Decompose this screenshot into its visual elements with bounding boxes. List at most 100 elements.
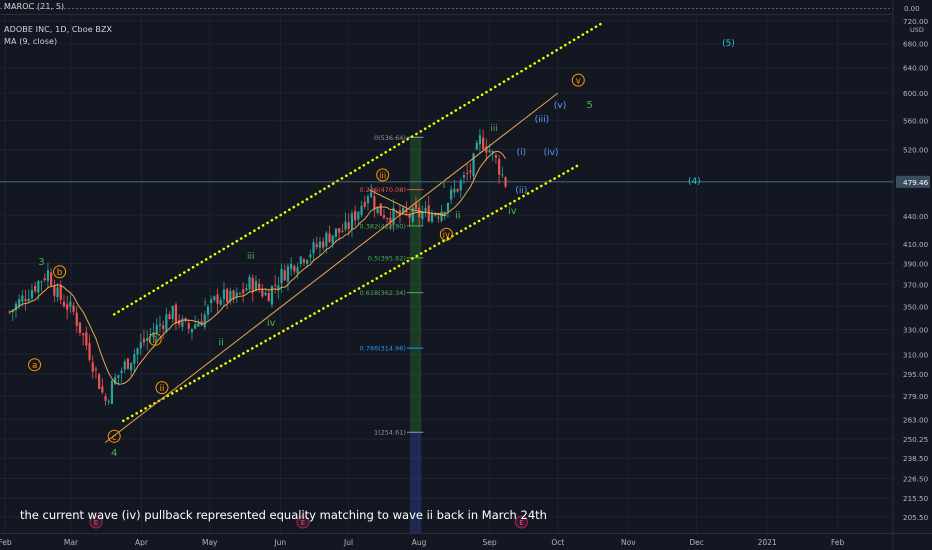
candle-body [414, 203, 418, 210]
candle-body [344, 221, 347, 230]
candle-body [341, 231, 344, 233]
candle-body [210, 299, 213, 304]
candle-body [139, 342, 142, 349]
fib-label: 0.236(470.08) [360, 186, 406, 194]
candle-body [18, 299, 21, 308]
candle-body [238, 292, 242, 294]
earnings-label: E [519, 519, 523, 527]
fib-label: 0.786(314.96) [360, 345, 406, 353]
candle-body [277, 285, 280, 289]
candle-body [360, 205, 363, 216]
candle-body [379, 203, 382, 216]
candle-body [331, 235, 334, 244]
candle-body [30, 289, 34, 299]
wave-label: 5 [586, 100, 592, 111]
candle-body [40, 281, 43, 283]
annotation-text: the current wave (iv) pullback represent… [20, 508, 547, 522]
fib-band [409, 137, 422, 433]
wave-label: c [112, 433, 117, 443]
price-tick: 600.00 [903, 89, 929, 98]
candle-body [350, 213, 354, 230]
candle-body [280, 269, 283, 284]
candle-body [130, 362, 133, 371]
candle-body [222, 289, 226, 299]
candle-body [318, 241, 322, 248]
wave-label: ii [160, 384, 165, 394]
candle-body [85, 332, 88, 346]
candle-body [37, 281, 40, 293]
candle-body [190, 328, 194, 333]
wave-label-circle [107, 429, 121, 443]
wave-label: i [204, 297, 207, 308]
candle-body [91, 362, 94, 372]
price-tick: 279.00 [903, 392, 929, 401]
candle-body [334, 228, 338, 237]
candle-body [162, 325, 165, 329]
candle-body [171, 305, 174, 319]
candle-body [69, 301, 72, 307]
wave-label: b [57, 268, 62, 278]
candle-body [312, 242, 315, 254]
candle-body [274, 284, 277, 286]
candle-body [59, 284, 62, 300]
candle-body [110, 380, 114, 405]
candle-body [75, 312, 78, 326]
price-tick: 680.00 [903, 40, 929, 49]
time-tick: Oct [551, 538, 564, 547]
candle-body [338, 228, 341, 233]
candle-body [126, 358, 130, 369]
candle-body [462, 175, 466, 178]
candle-body [24, 299, 27, 301]
candle-body [229, 291, 232, 302]
candle-body [293, 265, 296, 272]
wave-iv-line [368, 189, 447, 217]
candle-body [142, 338, 146, 343]
time-tick: Dec [689, 538, 704, 547]
candle-body [389, 217, 392, 224]
time-tick: Nov [621, 538, 636, 547]
candle-body [264, 292, 267, 296]
candle-body [226, 288, 229, 303]
wave-label: a [32, 361, 37, 371]
candle-body [459, 180, 462, 191]
candles [8, 128, 507, 406]
candle-body [98, 373, 101, 390]
fib-label: 0.382(428.90) [360, 222, 406, 230]
wave-label: (i) [517, 148, 527, 158]
candle-body [254, 280, 258, 292]
candle-body [104, 396, 107, 401]
candle-body [322, 241, 325, 248]
grid [0, 15, 893, 533]
wave-label-circle [155, 381, 169, 395]
wave-label: iii [247, 252, 255, 262]
candle-body [286, 266, 290, 282]
candle-body [206, 306, 210, 315]
candle-body [466, 173, 469, 175]
earnings-marker [89, 515, 103, 529]
wave-label: i [154, 336, 156, 346]
candle-body [245, 288, 248, 291]
time-tick: May [202, 538, 218, 547]
candle-body [427, 205, 430, 222]
time-tick: Feb [831, 538, 845, 547]
candle-body [158, 324, 162, 326]
candle-body [165, 314, 168, 332]
candle-body [408, 214, 411, 218]
price-tick: 238.50 [903, 454, 929, 463]
candle-body [366, 196, 370, 204]
fib-label: 0.618(362.34) [360, 289, 406, 297]
candle-body [232, 290, 235, 300]
candle-body [114, 377, 117, 385]
wave-label: v [576, 77, 581, 87]
candle-body [370, 192, 373, 198]
fib-label: 0.5(395.62) [368, 254, 406, 262]
ma-legend: MA (9, close) [4, 37, 58, 46]
candle-body [72, 305, 75, 312]
candle-body [424, 207, 427, 212]
wave-label: iv [443, 231, 450, 241]
candle-body [306, 260, 309, 264]
wave-label-circle [53, 265, 67, 279]
price-tick: 640.00 [903, 64, 929, 73]
candle-body [494, 154, 498, 158]
